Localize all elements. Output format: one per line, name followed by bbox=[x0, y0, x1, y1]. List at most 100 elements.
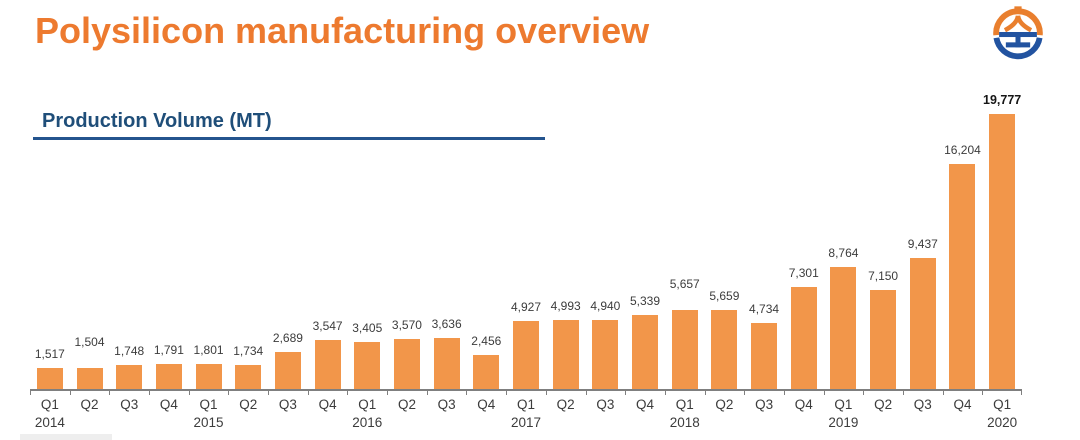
quarter-label-q3-2014: Q3 bbox=[120, 397, 139, 412]
bar-q1-2014 bbox=[36, 367, 63, 389]
year-label-2019: 2019 bbox=[828, 415, 859, 430]
bar-q2-2017 bbox=[552, 319, 579, 389]
chart-title: Production Volume (MT) bbox=[42, 110, 272, 132]
axis-tick-19 bbox=[783, 391, 785, 395]
x-axis-labels: Q1 2014 Q2 Q3 Q4 Q1 2015 Q2 Q3 Q4 Q1 2016 Q2 Q3 Q4 Q1 20… bbox=[30, 396, 1022, 436]
x-tick-label-q3-2019: Q3 bbox=[903, 396, 943, 414]
quarter-label-q2-2019: Q2 bbox=[874, 397, 893, 412]
x-tick-label-q4-2016: Q4 bbox=[466, 396, 506, 414]
year-label-2014: 2014 bbox=[34, 415, 65, 430]
value-label-q4-2017: 5,339 bbox=[630, 293, 661, 308]
value-label-q4-2015: 3,547 bbox=[312, 318, 343, 333]
bar-q3-2016 bbox=[433, 338, 460, 389]
bar-q3-2017 bbox=[592, 320, 619, 389]
bar-q4-2015 bbox=[314, 339, 341, 389]
bar-q2-2016 bbox=[393, 339, 420, 389]
bar-q3-2015 bbox=[274, 351, 301, 389]
axis-tick-0 bbox=[30, 391, 31, 395]
bar-q4-2018 bbox=[790, 287, 817, 389]
bar-slot-q2-2018: 5,659 bbox=[705, 95, 745, 389]
value-label-q4-2016: 2,456 bbox=[471, 333, 502, 348]
year-label-2018: 2018 bbox=[669, 415, 700, 430]
value-label-q3-2019: 9,437 bbox=[907, 236, 938, 251]
bar-q1-2017 bbox=[512, 320, 539, 389]
chart-title-underline bbox=[33, 137, 545, 140]
quarter-label-q1-2015: Q1 bbox=[199, 397, 218, 412]
bar-q2-2019 bbox=[870, 289, 897, 389]
x-tick-label-q4-2015: Q4 bbox=[308, 396, 348, 414]
quarter-label-q1-2016: Q1 bbox=[358, 397, 377, 412]
bar-slot-q2-2014: 1,504 bbox=[70, 95, 110, 389]
quarter-label-q4-2014: Q4 bbox=[159, 397, 178, 412]
bar-q3-2019 bbox=[909, 257, 936, 389]
quarter-label-q3-2017: Q3 bbox=[596, 397, 615, 412]
bar-slot-q1-2016: 3,405 bbox=[347, 95, 387, 389]
axis-tick-12 bbox=[506, 391, 508, 395]
bar-q2-2018 bbox=[711, 310, 738, 389]
x-tick-label-q2-2014: Q2 bbox=[70, 396, 110, 414]
bar-slot-q1-2015: 1,801 bbox=[189, 95, 229, 389]
value-label-q3-2016: 3,636 bbox=[431, 317, 462, 332]
value-label-q1-2015: 1,801 bbox=[193, 342, 224, 357]
axis-tick-6 bbox=[268, 391, 270, 395]
bar-slot-q3-2017: 4,940 bbox=[586, 95, 626, 389]
bar-slot-q4-2018: 7,301 bbox=[784, 95, 824, 389]
bar-q3-2018 bbox=[751, 323, 778, 389]
value-label-q1-2016: 3,405 bbox=[352, 320, 383, 335]
value-label-q1-2014: 1,517 bbox=[34, 346, 65, 361]
year-label-2017: 2017 bbox=[510, 415, 542, 430]
x-tick-label-q4-2019: Q4 bbox=[943, 396, 983, 414]
bar-q3-2014 bbox=[116, 364, 143, 389]
bar-q1-2015 bbox=[195, 363, 222, 389]
value-label-q3-2017: 4,940 bbox=[590, 299, 621, 314]
quarter-label-q3-2016: Q3 bbox=[437, 397, 456, 412]
bar-slot-q1-2014: 1,517 bbox=[30, 95, 70, 389]
axis-tick-7 bbox=[307, 391, 309, 395]
x-tick-label-q4-2014: Q4 bbox=[149, 396, 189, 414]
quarter-label-q1-2018: Q1 bbox=[675, 397, 694, 412]
bar-slot-q1-2017: 4,927 bbox=[506, 95, 546, 389]
value-label-q1-2018: 5,657 bbox=[669, 277, 700, 292]
bar-slot-q4-2015: 3,547 bbox=[308, 95, 348, 389]
quarter-label-q1-2019: Q1 bbox=[834, 397, 853, 412]
bar-q4-2019 bbox=[949, 163, 976, 389]
axis-tick-11 bbox=[466, 391, 468, 395]
x-axis-line bbox=[30, 389, 1022, 391]
bar-slot-q1-2019: 8,764 bbox=[824, 95, 864, 389]
axis-tick-15 bbox=[625, 391, 627, 395]
axis-tick-3 bbox=[149, 391, 151, 395]
axis-tick-23 bbox=[942, 391, 944, 395]
x-tick-label-q2-2019: Q2 bbox=[863, 396, 903, 414]
value-label-q2-2014: 1,504 bbox=[74, 335, 105, 350]
axis-tick-25 bbox=[1021, 391, 1022, 395]
bar-slot-q4-2017: 5,339 bbox=[625, 95, 665, 389]
x-tick-label-q1-2017: Q1 2017 bbox=[506, 396, 546, 432]
axis-tick-4 bbox=[188, 391, 190, 395]
quarter-label-q2-2016: Q2 bbox=[397, 397, 416, 412]
bar-slot-q1-2018: 5,657 bbox=[665, 95, 705, 389]
bar-q1-2019 bbox=[830, 267, 857, 389]
page-title: Polysilicon manufacturing overview bbox=[35, 10, 650, 51]
x-tick-label-q3-2016: Q3 bbox=[427, 396, 467, 414]
value-label-q1-2019: 8,764 bbox=[828, 246, 859, 261]
quarter-label-q2-2017: Q2 bbox=[556, 397, 575, 412]
axis-tick-18 bbox=[744, 391, 746, 395]
value-label-q2-2017: 4,993 bbox=[550, 298, 581, 313]
axis-tick-13 bbox=[545, 391, 547, 395]
year-label-2015: 2015 bbox=[193, 415, 224, 430]
bar-slot-q2-2015: 1,734 bbox=[228, 95, 268, 389]
company-logo bbox=[991, 3, 1045, 61]
bar-slot-q3-2015: 2,689 bbox=[268, 95, 308, 389]
axis-tick-10 bbox=[426, 391, 428, 395]
quarter-label-q2-2014: Q2 bbox=[80, 397, 99, 412]
quarter-label-q2-2018: Q2 bbox=[715, 397, 734, 412]
quarter-label-q2-2015: Q2 bbox=[239, 397, 258, 412]
bar-slot-q3-2018: 4,734 bbox=[744, 95, 784, 389]
quarter-label-q1-2014: Q1 bbox=[40, 397, 59, 412]
quarter-label-q1-2020: Q1 bbox=[993, 397, 1012, 412]
quarter-label-q4-2015: Q4 bbox=[318, 397, 337, 412]
quarter-label-q4-2018: Q4 bbox=[794, 397, 813, 412]
bar-slot-q3-2014: 1,748 bbox=[109, 95, 149, 389]
value-label-q2-2018: 5,659 bbox=[709, 289, 740, 304]
value-label-q4-2019: 16,204 bbox=[944, 142, 981, 157]
